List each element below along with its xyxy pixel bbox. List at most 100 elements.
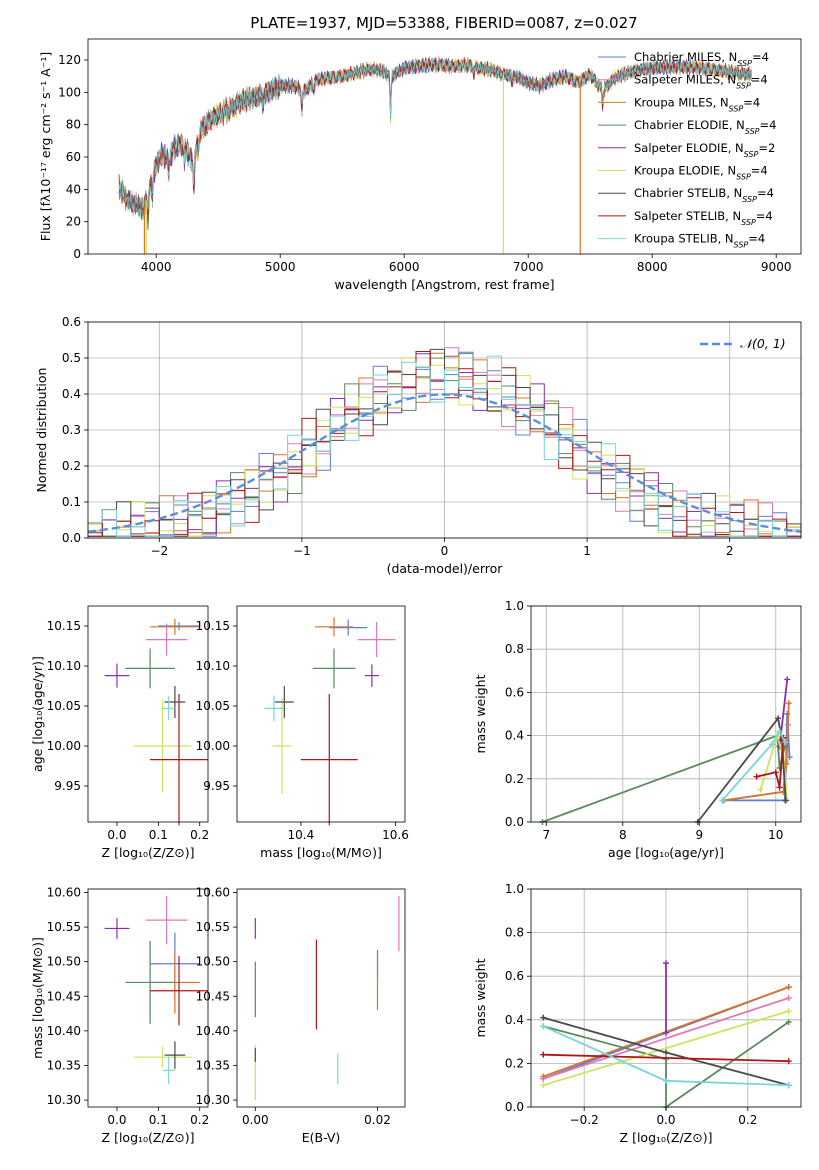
y-tick-label: 20 [66,215,81,229]
y-tick-label: 0.4 [505,1013,524,1027]
y-tick-label: 0.1 [62,495,81,509]
y-tick-label: 9.95 [203,779,230,793]
y-axis-label: Flux [fλ10⁻¹⁷ erg cm⁻² s⁻¹ A⁻¹] [38,52,53,241]
plot-content [539,676,793,825]
errorbar-chabrier-elodie [125,940,175,1024]
weight-marker-kroupa-elodie [540,1082,547,1089]
y-tick-label: 0.0 [505,815,524,829]
x-tick-label: 9000 [761,260,792,274]
weight-marker-chabrier-stelib [775,715,782,722]
legend-label-tail: =4 [751,73,768,87]
axes-frame [236,888,406,1108]
axes-frame [530,888,802,1108]
y-axis-label: mass [log₁₀(M/M⊙)] [30,937,45,1059]
weight-marker-salpeter-miles [785,995,792,1001]
y-tick-label: 0.4 [62,387,81,401]
weight-marker-chabrier-stelib [540,1014,547,1021]
x-tick-label: 0.2 [190,1113,209,1127]
legend-label-tail: =4 [748,232,765,246]
weight-marker-kroupa-miles [540,1073,547,1080]
errorbar-kroupa-elodie [272,698,292,794]
x-tick-label: 10.4 [288,828,315,842]
x-tick-label: 0.00 [242,1113,269,1127]
legend-label-sub: SSP [729,104,744,113]
weight-marker-salpeter-stelib [753,773,760,780]
panel-mass-weight-vs-Z: −0.2 0.0 0.2 0.0 0.2 0.4 0.6 0.8 1.0 Z [log₁₀(Z/Z… [473,882,802,1145]
errorbar-kroupa-stelib [162,696,175,721]
weight-marker-chabrier-elodie [663,1056,669,1063]
axes-frame [530,605,802,823]
weight-marker-salpeter-stelib [772,769,779,776]
y-tick-label: 10.55 [47,920,81,934]
x-tick-label: −1 [293,544,311,558]
errorbar-chabrier-stelib [164,1041,186,1069]
y-tick-label: 10.30 [47,1093,81,1107]
x-tick-label: 8000 [637,260,668,274]
y-tick-label: 0.2 [505,1056,524,1070]
y-tick-label: 0.0 [62,531,81,545]
legend-label-sub: SSP [744,149,759,158]
weight-line-salpeter-stelib [756,737,785,788]
weight-marker-kroupa-stelib [768,741,775,748]
y-tick-label: 0.0 [505,1100,524,1114]
y-tick-label: 10.10 [47,659,81,673]
x-tick-label: 0.1 [149,828,168,842]
errorbar-chabrier-miles [158,622,200,630]
x-tick-label: 0.1 [149,1113,168,1127]
legend-label-chabrier-miles: Chabrier MILES, NSSP=4 [634,50,769,68]
weight-marker-kroupa-elodie [785,1008,792,1015]
x-axis-label: mass [log₁₀(M/M⊙)] [260,845,382,860]
y-tick-label: 0 [73,247,81,261]
errorbar-chabrier-elodie [312,648,356,689]
y-tick-label: 0.5 [62,351,81,365]
legend-label-salpeter-elodie: Salpeter ELODIE, NSSP=2 [634,141,775,159]
legend-label-chabrier-elodie: Chabrier ELODIE, NSSP=4 [634,118,776,136]
legend-label-tail: =4 [756,209,773,223]
y-tick-label: 10.45 [47,989,81,1003]
x-tick-label: 0.02 [364,1113,391,1127]
x-tick-label: 8 [619,828,627,842]
weight-line-chabrier-stelib [696,716,787,823]
x-axis-label: E(B-V) [302,1130,341,1145]
y-tick-label: 10.15 [47,619,81,633]
y-tick-label: 9.95 [54,779,81,793]
weight-marker-salpeter-stelib [785,1058,792,1065]
y-tick-label: 120 [58,53,81,67]
x-tick-label: 5000 [265,260,296,274]
errorbar-salpeter-stelib [150,956,208,1026]
legend-label-sub: SSP [734,240,749,249]
panel-age-vs-Z: 0.0 0.1 0.2 9.95 10.00 10.05 10.10 10.15 Z [log₁… [30,605,209,860]
plot-content [540,960,792,1110]
legend-label-kroupa-elodie: Kroupa ELODIE, NSSP=4 [634,164,768,182]
legend-label-sub: SSP [742,195,757,204]
plot-content [254,895,400,1101]
legend-label-tail: =4 [757,186,774,200]
x-tick-label: 7 [542,828,550,842]
x-tick-label: 10.6 [382,828,409,842]
legend: 𝒩(0, 1) [700,336,786,351]
legend-label-sub: SSP [736,81,751,90]
errorbar-salpeter-elodie [104,918,130,939]
y-tick-label: 0.2 [505,772,524,786]
weight-marker-kroupa-stelib [663,1077,669,1084]
y-tick-label: 10.30 [196,1093,230,1107]
x-axis-label: age [log₁₀(age/yr)] [608,845,724,860]
y-tick-label: 10.00 [47,739,81,753]
y-tick-label: 10.15 [196,619,230,633]
legend-label-tail: =4 [743,95,760,109]
legend-label-main: Salpeter MILES, N [634,73,736,87]
legend-label-sub: SSP [736,172,751,181]
x-tick-label: 0.2 [738,1113,757,1127]
x-axis-label: wavelength [Angstrom, rest frame] [334,277,554,292]
x-axis-label: Z [log₁₀(Z/Z⊙)] [620,1130,713,1145]
legend-label-main: Chabrier MILES, N [634,50,737,64]
y-tick-label: 10.40 [47,1024,81,1038]
legend-label-main: Kroupa STELIB, N [634,232,734,246]
x-tick-label: 0.2 [190,828,209,842]
legend-label-chabrier-stelib: Chabrier STELIB, NSSP=4 [634,186,774,204]
legend-label-salpeter-miles: Salpeter MILES, NSSP=4 [634,73,768,91]
panel-residuals: −2 −1 0 1 2 0.0 0.1 0.2 0.3 0.4 0.5 0.6 (data-model)… [34,315,802,576]
panel-spectrum: 4000 5000 6000 7000 8000 9000 0 20 40 60 80 100 120 w… [38,38,802,292]
weight-marker-kroupa-stelib [540,1023,547,1030]
